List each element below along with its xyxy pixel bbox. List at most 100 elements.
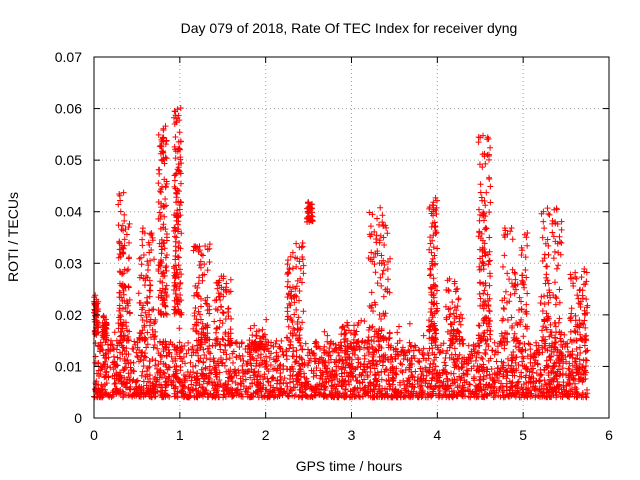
data-point	[121, 347, 128, 354]
data-point	[163, 353, 170, 360]
data-point	[542, 240, 549, 247]
data-point	[481, 333, 488, 340]
data-point	[115, 320, 122, 327]
data-point	[360, 387, 367, 394]
data-point	[254, 381, 261, 388]
data-point	[286, 300, 293, 307]
data-point	[389, 374, 396, 381]
data-point	[348, 360, 355, 367]
data-point	[430, 206, 437, 213]
data-point	[405, 393, 412, 400]
data-point	[116, 302, 123, 309]
data-point	[433, 308, 440, 315]
data-point	[302, 380, 309, 387]
data-point	[127, 364, 134, 371]
data-point	[366, 379, 373, 386]
data-point	[535, 346, 542, 353]
data-point	[343, 370, 350, 377]
data-point	[373, 239, 380, 246]
data-point	[230, 348, 237, 355]
data-point	[179, 346, 186, 353]
data-point	[299, 243, 306, 250]
data-point	[558, 218, 565, 225]
data-point	[546, 342, 553, 349]
data-point	[173, 194, 180, 201]
data-point	[468, 390, 475, 397]
data-point	[361, 384, 368, 391]
data-point	[148, 232, 155, 239]
data-point	[324, 373, 331, 380]
data-point	[338, 382, 345, 389]
data-point	[498, 380, 505, 387]
data-point	[547, 357, 554, 364]
data-point	[173, 217, 180, 224]
data-point	[414, 377, 421, 384]
data-point	[158, 156, 165, 163]
data-point	[154, 345, 161, 352]
data-point	[299, 346, 306, 353]
data-point	[136, 299, 143, 306]
data-point	[156, 209, 163, 216]
data-point	[166, 364, 173, 371]
data-point	[178, 309, 185, 316]
data-point	[475, 139, 482, 146]
data-point	[581, 266, 588, 273]
data-point	[541, 225, 548, 232]
data-point	[374, 369, 381, 376]
data-point	[175, 295, 182, 302]
data-point	[428, 334, 435, 341]
data-point	[171, 269, 178, 276]
data-point	[406, 348, 413, 355]
data-point	[195, 319, 202, 326]
data-point	[219, 309, 226, 316]
data-point	[378, 282, 385, 289]
data-point	[168, 353, 175, 360]
data-point	[172, 155, 179, 162]
data-point	[203, 355, 210, 362]
data-point	[172, 248, 179, 255]
data-point	[573, 370, 580, 377]
data-point	[163, 341, 170, 348]
data-point	[539, 234, 546, 241]
data-point	[548, 378, 555, 385]
data-point	[289, 249, 296, 256]
data-point	[286, 366, 293, 373]
data-point	[456, 333, 463, 340]
data-point	[442, 303, 449, 310]
data-point	[265, 379, 272, 386]
data-point	[389, 394, 396, 401]
data-point	[159, 157, 166, 164]
data-point	[513, 335, 520, 342]
data-point	[188, 352, 195, 359]
data-point	[213, 325, 220, 332]
data-point	[396, 337, 403, 344]
data-point	[162, 338, 169, 345]
data-point	[213, 336, 220, 343]
data-point	[195, 308, 202, 315]
data-point	[232, 366, 239, 373]
data-point	[176, 239, 183, 246]
data-point	[114, 354, 121, 361]
data-point	[253, 363, 260, 370]
data-point	[146, 287, 153, 294]
data-point	[244, 342, 251, 349]
data-point	[519, 272, 526, 279]
data-point	[393, 365, 400, 372]
data-point	[157, 225, 164, 232]
data-point	[378, 252, 385, 259]
data-point	[346, 381, 353, 388]
data-point	[239, 393, 246, 400]
data-point	[267, 350, 274, 357]
data-point	[429, 255, 436, 262]
data-point	[511, 269, 518, 276]
data-point	[321, 328, 328, 335]
data-point	[484, 136, 491, 143]
data-point	[482, 351, 489, 358]
data-point	[386, 334, 393, 341]
data-point	[529, 362, 536, 369]
data-point	[113, 389, 120, 396]
data-point	[191, 393, 198, 400]
data-point	[394, 329, 401, 336]
data-point	[543, 263, 550, 270]
data-point	[513, 367, 520, 374]
